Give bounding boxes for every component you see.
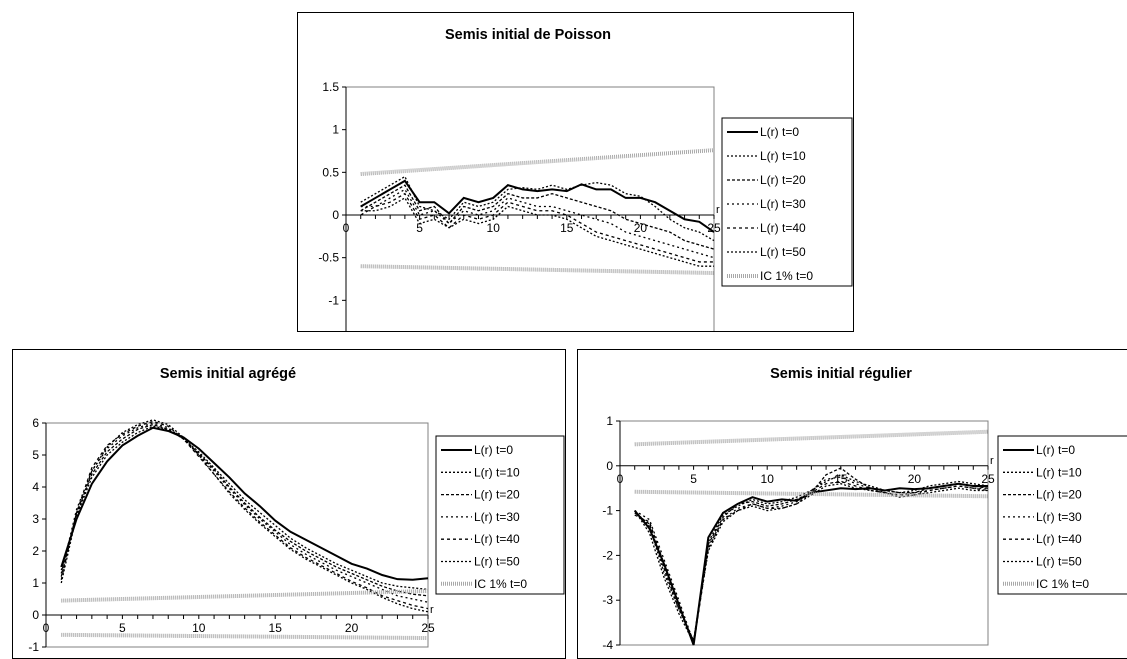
legend-box bbox=[721, 117, 853, 287]
x-tick-label: 20 bbox=[908, 472, 922, 486]
legend-label: L(r) t=30 bbox=[474, 510, 520, 524]
x-tick-label: 20 bbox=[345, 621, 359, 635]
legend-label: L(r) t=50 bbox=[474, 555, 520, 569]
legend-label: L(r) t=50 bbox=[760, 245, 806, 259]
series-line-ic-1pct bbox=[61, 589, 429, 603]
x-tick-label: 0 bbox=[617, 472, 624, 486]
legend-label: IC 1% t=0 bbox=[474, 577, 527, 591]
x-tick-label: 15 bbox=[269, 621, 283, 635]
y-tick-label: 4 bbox=[32, 480, 39, 494]
x-tick-label: 5 bbox=[416, 221, 423, 235]
series-line-t30 bbox=[60, 422, 429, 603]
series-line-ic-1pct bbox=[634, 429, 989, 447]
y-tick-label: 1.5 bbox=[322, 80, 339, 94]
series-line-t10 bbox=[60, 425, 429, 591]
series-line-t50 bbox=[60, 419, 429, 613]
y-tick-label: 3 bbox=[32, 512, 39, 526]
legend-label: L(r) t=0 bbox=[760, 125, 799, 139]
series-line-t40 bbox=[360, 192, 714, 263]
x-tick-label: 5 bbox=[690, 472, 697, 486]
legend-label: L(r) t=40 bbox=[474, 532, 520, 546]
series-line-t0 bbox=[360, 179, 715, 233]
series-line-t50 bbox=[360, 197, 714, 267]
legend-label: IC 1% t=0 bbox=[1036, 577, 1089, 591]
series-line-t50 bbox=[634, 483, 988, 643]
y-tick-label: 0 bbox=[32, 608, 39, 622]
series-line-ic-1pct bbox=[61, 632, 429, 641]
series-line-t30 bbox=[360, 188, 715, 259]
series-line-t40 bbox=[60, 420, 429, 610]
y-tick-label: -0.5 bbox=[318, 251, 339, 265]
legend-label: L(r) t=10 bbox=[1036, 465, 1082, 479]
plot-area bbox=[45, 422, 429, 648]
x-tick-label: 5 bbox=[119, 621, 126, 635]
legend-label: L(r) t=50 bbox=[1036, 555, 1082, 569]
series-line-t10 bbox=[360, 175, 715, 242]
y-tick-label: 5 bbox=[32, 448, 39, 462]
y-tick-label: 1 bbox=[32, 576, 39, 590]
y-tick-label: -4 bbox=[602, 638, 613, 652]
chart-svg-poisson: Semis initial de Poisson1.510.50-0.5-1-1… bbox=[318, 27, 853, 331]
y-tick-label: -3 bbox=[602, 593, 613, 607]
y-tick-label: -1 bbox=[328, 293, 339, 307]
chart-title: Semis initial agrégé bbox=[160, 366, 296, 382]
y-tick-label: 6 bbox=[32, 416, 39, 430]
legend-label: IC 1% t=0 bbox=[760, 269, 813, 283]
legend-label: L(r) t=10 bbox=[760, 149, 806, 163]
legend-label: L(r) t=20 bbox=[760, 173, 806, 187]
series-line-t20 bbox=[360, 184, 715, 250]
y-tick-label: 1 bbox=[606, 414, 613, 428]
y-tick-label: 2 bbox=[32, 544, 39, 558]
x-tick-label: 0 bbox=[43, 621, 50, 635]
chart-title: Semis initial régulier bbox=[770, 366, 912, 382]
x-tick-label: 10 bbox=[761, 472, 775, 486]
series-line-ic-1pct bbox=[360, 264, 715, 276]
legend-label: L(r) t=40 bbox=[1036, 532, 1082, 546]
x-axis-label: r bbox=[990, 455, 994, 467]
legend-label: L(r) t=20 bbox=[1036, 488, 1082, 502]
plot-area bbox=[619, 420, 989, 646]
series-line-ic-1pct bbox=[634, 489, 989, 499]
y-tick-label: 0 bbox=[332, 208, 339, 222]
chart-panel-regular: Semis initial régulier 1 0 -1 -2 -3 -4 0 5 10 15 20… bbox=[577, 349, 1127, 659]
legend-box bbox=[435, 435, 565, 595]
series-line-t10 bbox=[634, 474, 989, 645]
series-line-t0 bbox=[633, 482, 988, 646]
series-line-t30 bbox=[634, 476, 988, 643]
series-line-t0 bbox=[60, 426, 429, 581]
chart-panel-poisson: Semis initial de Poisson1.510.50-0.5-1-1… bbox=[297, 12, 854, 332]
chart-title: Semis initial de Poisson bbox=[445, 27, 611, 43]
x-tick-label: 25 bbox=[981, 472, 995, 486]
x-tick-label: 10 bbox=[487, 221, 501, 235]
x-tick-label: 25 bbox=[421, 621, 435, 635]
series-line-t40 bbox=[634, 480, 989, 646]
x-axis-label: r bbox=[716, 204, 720, 216]
x-tick-label: 25 bbox=[707, 221, 721, 235]
legend-box bbox=[997, 435, 1127, 595]
legend-label: L(r) t=10 bbox=[474, 465, 520, 479]
legend-label: L(r) t=0 bbox=[1036, 443, 1075, 457]
legend-label: L(r) t=0 bbox=[474, 443, 513, 457]
legend-label: L(r) t=20 bbox=[474, 488, 520, 502]
x-tick-label: 15 bbox=[560, 221, 574, 235]
y-tick-label: -1 bbox=[28, 640, 39, 654]
chart-panel-aggregated: Semis initial agrégé 6 5 4 3 2 1 0 -1 0 5 10 15 20 25 r… bbox=[12, 349, 566, 659]
y-tick-label: 1 bbox=[332, 123, 339, 137]
x-axis-label: r bbox=[430, 604, 434, 616]
y-tick-label: -1 bbox=[602, 504, 613, 518]
legend-label: L(r) t=30 bbox=[1036, 510, 1082, 524]
x-tick-label: 10 bbox=[192, 621, 206, 635]
series-line-ic-1pct bbox=[360, 148, 715, 177]
series-line-t20 bbox=[60, 423, 429, 597]
y-tick-label: -2 bbox=[602, 548, 613, 562]
y-tick-label: 0.5 bbox=[322, 165, 339, 179]
legend-label: L(r) t=30 bbox=[760, 197, 806, 211]
y-tick-label: 0 bbox=[606, 459, 613, 473]
x-tick-label: 20 bbox=[634, 221, 648, 235]
x-tick-label: 0 bbox=[343, 221, 350, 235]
legend-label: L(r) t=40 bbox=[760, 221, 806, 235]
